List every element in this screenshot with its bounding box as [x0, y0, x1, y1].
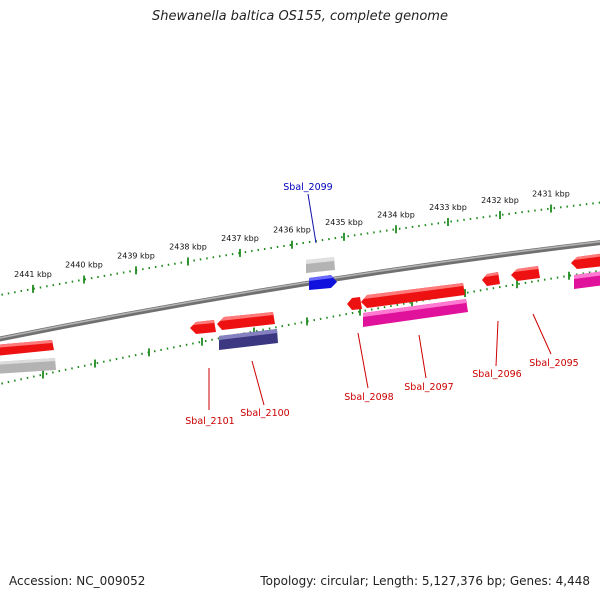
gene-feature-left-red[interactable]: [0, 340, 54, 356]
protein-feature-right-magenta[interactable]: [574, 271, 600, 289]
gene-Sbal_2095[interactable]: [511, 266, 540, 281]
gene-label-Sbal_2096[interactable]: Sbal_2096: [472, 369, 521, 380]
gene-label-Sbal_2098[interactable]: Sbal_2098: [344, 392, 393, 403]
gene-Sbal_2101[interactable]: [190, 320, 216, 334]
gene-label-Sbal_2095[interactable]: Sbal_2095: [529, 358, 578, 369]
scale-label: 2435 kbp: [325, 218, 363, 227]
genome-title: Shewanella baltica OS155, complete genom…: [152, 9, 448, 24]
protein-feature-Sbal_2097[interactable]: [363, 299, 468, 327]
gene-Sbal_2098[interactable]: [347, 297, 362, 310]
gene-Sbal_2100[interactable]: [217, 312, 275, 330]
scale-labels: 2441 kbp 2440 kbp 2439 kbp 2438 kbp 2437 kbp…: [14, 190, 570, 279]
scale-label: 2440 kbp: [65, 261, 103, 270]
inner-scale-ticks: [42, 271, 570, 379]
scale-label: 2437 kbp: [221, 234, 259, 243]
scale-label: 2433 kbp: [429, 203, 467, 212]
scale-label: 2438 kbp: [169, 243, 207, 252]
scale-label: 2436 kbp: [273, 226, 311, 235]
scale-label: 2431 kbp: [532, 190, 570, 199]
gene-Sbal_2097[interactable]: [361, 283, 465, 308]
scale-label: 2441 kbp: [14, 270, 52, 279]
gene-callouts: [208, 193, 552, 410]
scale-label: 2434 kbp: [377, 210, 415, 219]
accession-text: Accession: NC_009052: [9, 574, 146, 588]
inner-scale-track: [0, 269, 600, 385]
scale-label: 2432 kbp: [481, 196, 519, 205]
gene-label-Sbal_2100[interactable]: Sbal_2100: [240, 408, 289, 419]
gene-Sbal_2096[interactable]: [482, 272, 500, 286]
genome-backbone: [0, 240, 600, 342]
feature-track: [0, 253, 600, 374]
gene-labels: Sbal_2099 Sbal_2101 Sbal_2100 Sbal_2098 …: [185, 182, 578, 427]
gene-label-Sbal_2097[interactable]: Sbal_2097: [404, 382, 453, 393]
gene-feature-left-gray[interactable]: [0, 358, 56, 374]
scale-label: 2439 kbp: [117, 251, 155, 260]
outer-scale-ticks: [32, 204, 552, 293]
outer-scale-track: [0, 201, 600, 297]
protein-feature-Sbal_2100[interactable]: [219, 329, 278, 350]
protein-feature-Sbal_2099[interactable]: [306, 257, 335, 273]
gene-label-Sbal_2099[interactable]: Sbal_2099: [283, 182, 332, 193]
gene-feature-right-red[interactable]: [571, 253, 600, 269]
gene-label-Sbal_2101[interactable]: Sbal_2101: [185, 416, 234, 427]
gene-Sbal_2099[interactable]: [309, 275, 337, 290]
genome-summary-text: Topology: circular; Length: 5,127,376 bp…: [260, 574, 590, 588]
